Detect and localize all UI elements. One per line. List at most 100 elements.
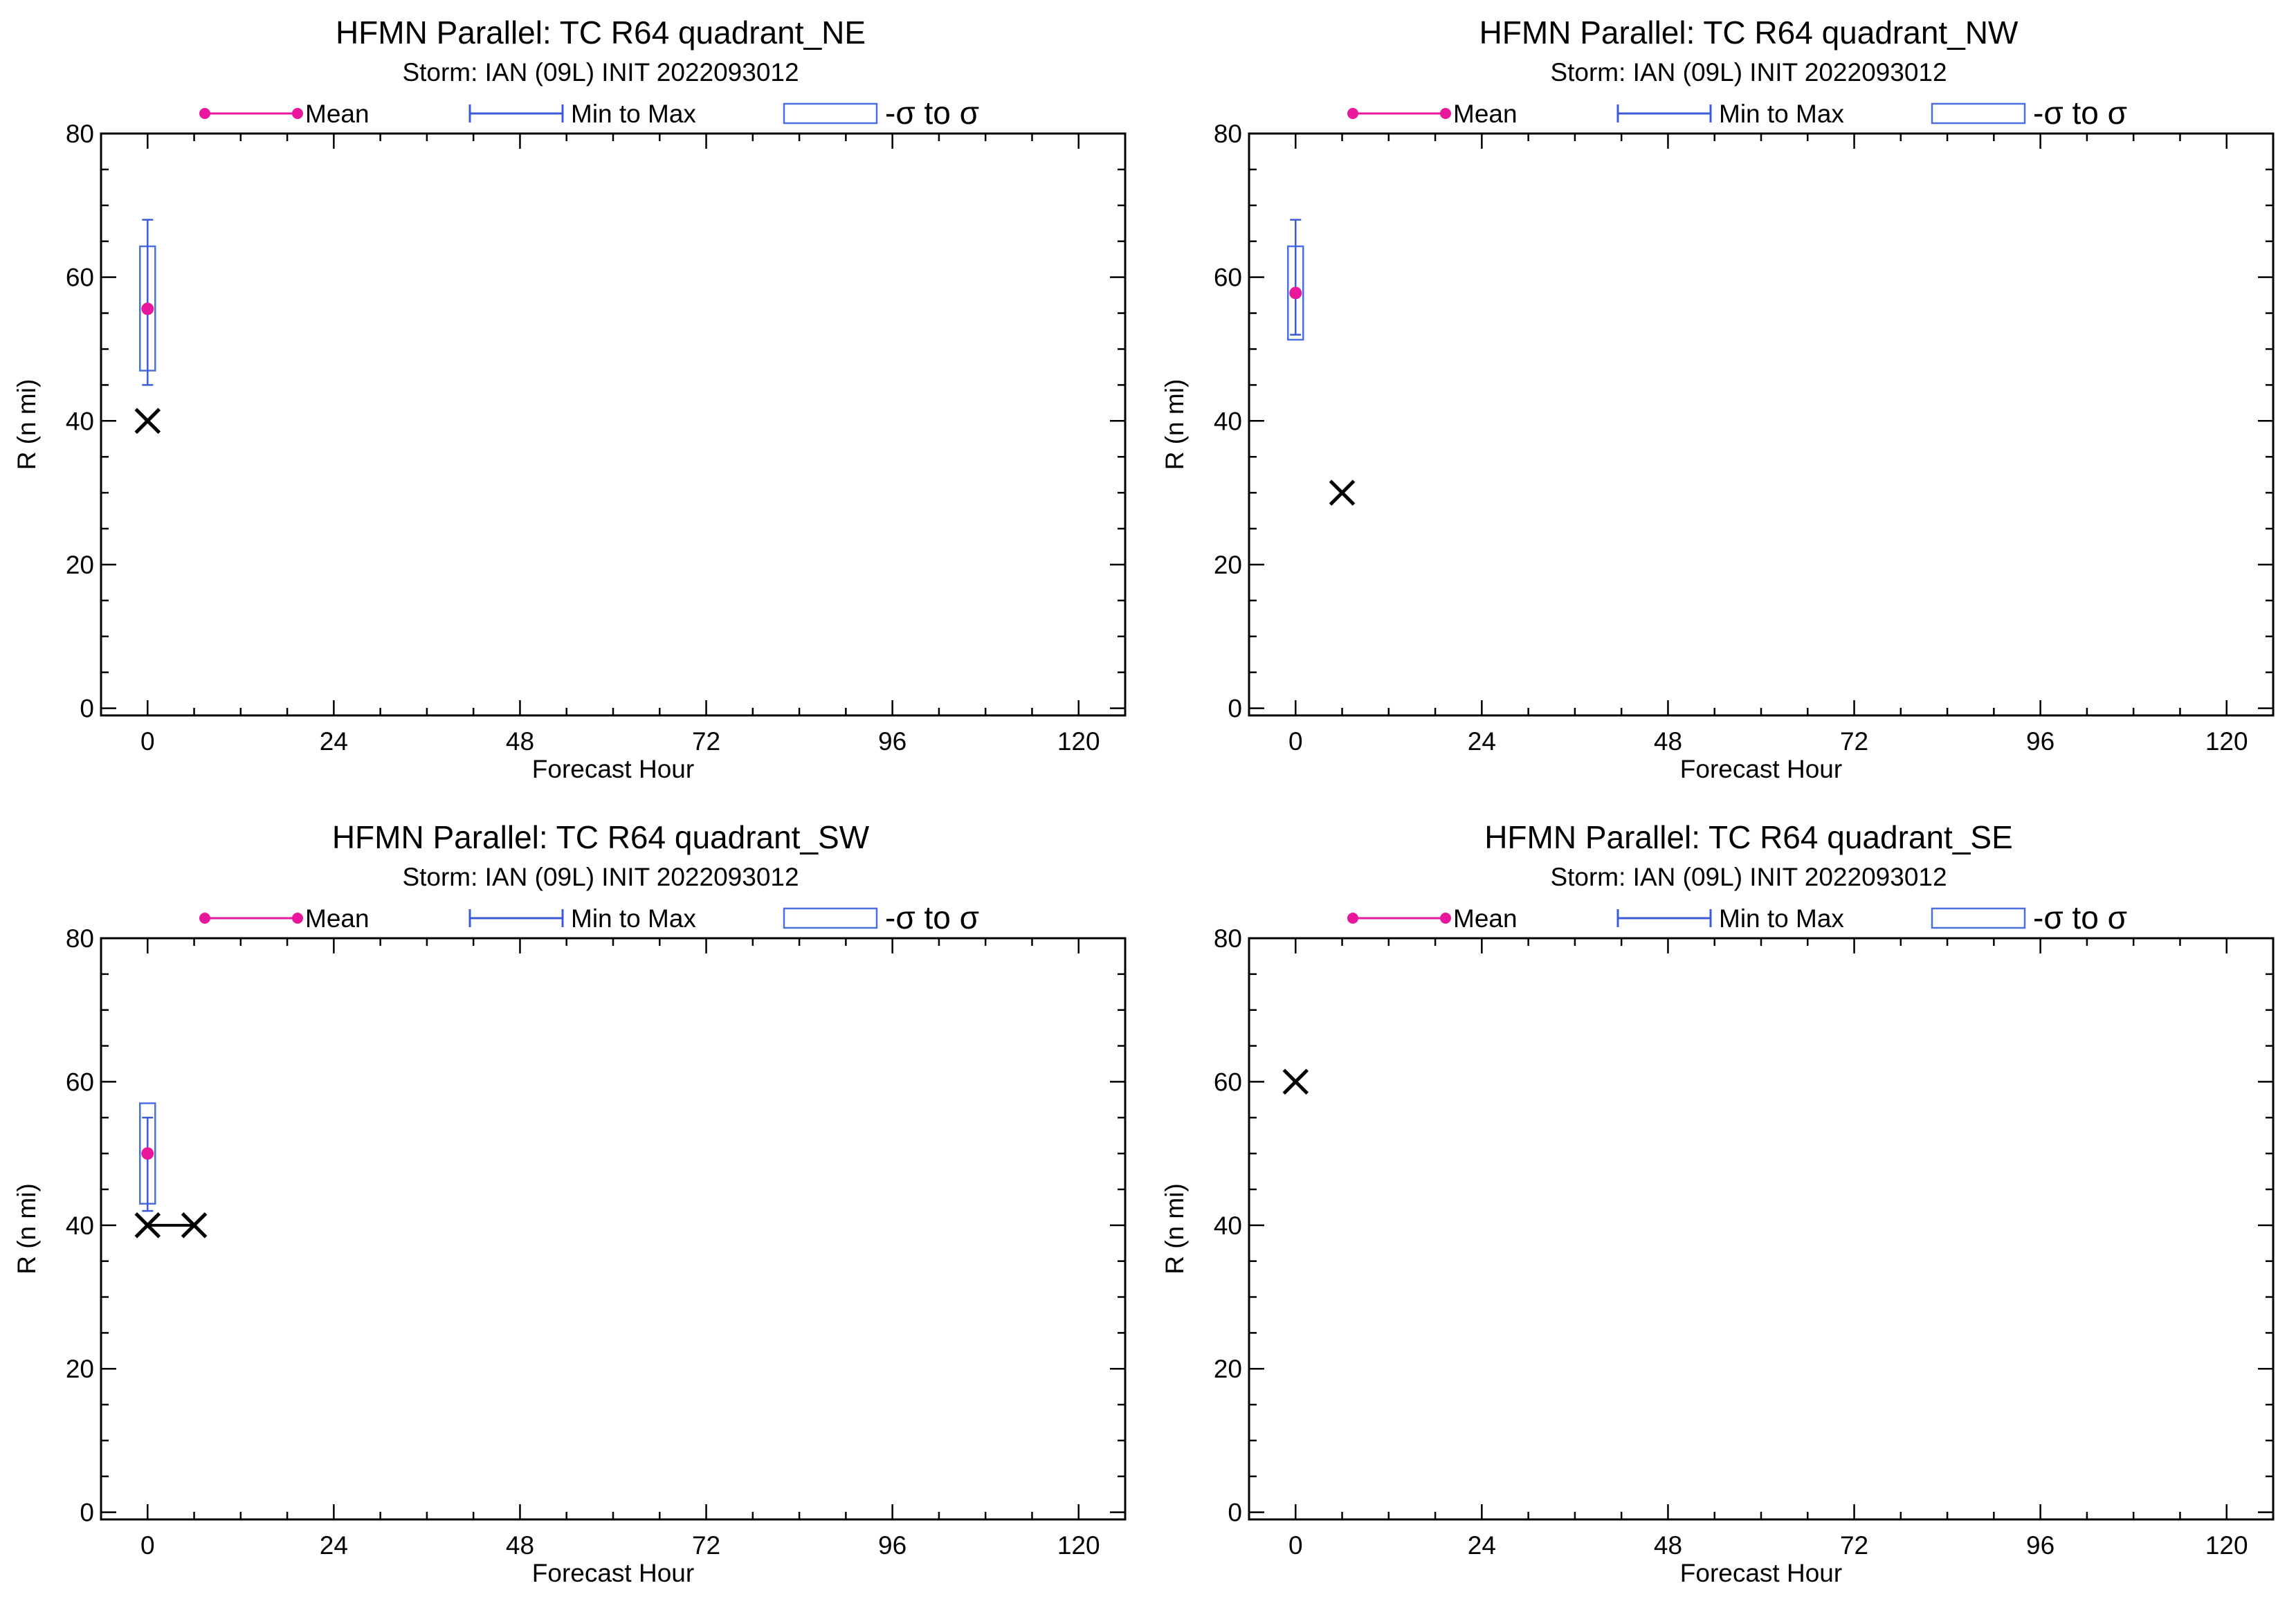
y-axis-label: R (n mi) [12, 1183, 41, 1274]
legend-mean-label: Mean [305, 904, 370, 933]
x-tick-label: 24 [320, 1531, 348, 1560]
y-tick-label: 40 [1214, 407, 1242, 435]
plot-frame [1248, 937, 2275, 1521]
y-axis-label: R (n mi) [12, 379, 41, 470]
plot-frame [100, 132, 1127, 717]
legend-mean-dot [1347, 108, 1358, 119]
y-tick-label: 80 [1214, 120, 1242, 148]
legend-sigma-box [1931, 102, 2026, 125]
x-tick-label: 72 [1840, 1531, 1868, 1560]
x-tick-label: 72 [692, 727, 720, 756]
x-axis-label: Forecast Hour [532, 755, 694, 783]
x-tick-label: 48 [1654, 1531, 1682, 1560]
mean-point [141, 1147, 154, 1160]
mean-point [1289, 286, 1302, 300]
x-tick-label: 48 [1654, 727, 1682, 756]
x-tick-label: 120 [1057, 1531, 1100, 1560]
legend-mean-dot [1440, 108, 1451, 119]
x-tick-label: 0 [1288, 1531, 1303, 1560]
plot-frame [1248, 132, 2275, 717]
x-tick-label: 96 [878, 1531, 906, 1560]
y-tick-label: 40 [66, 1212, 94, 1240]
x-tick-label: 96 [878, 727, 906, 756]
legend-mean-dot [1347, 913, 1358, 924]
legend-mean-dot [199, 913, 210, 924]
y-tick-label: 60 [66, 264, 94, 292]
y-tick-label: 0 [1228, 1499, 1242, 1527]
chart-subtitle: Storm: IAN (09L) INIT 2022093012 [1550, 863, 1947, 891]
legend-minmax-label: Min to Max [1719, 100, 1844, 128]
legend-mean-dot [292, 913, 303, 924]
x-tick-label: 0 [140, 727, 155, 756]
y-tick-label: 0 [80, 1499, 94, 1527]
chart-subtitle: Storm: IAN (09L) INIT 2022093012 [402, 863, 799, 891]
chart-subtitle: Storm: IAN (09L) INIT 2022093012 [1550, 58, 1947, 86]
y-tick-label: 60 [66, 1068, 94, 1096]
legend-sigma-label: -σ to σ [2033, 95, 2127, 131]
legend-sigma-box [783, 907, 878, 929]
x-tick-label: 72 [1840, 727, 1868, 756]
observed-x-marker [1282, 1068, 1309, 1095]
observed-x-stroke [134, 408, 161, 435]
legend: Mean Min to Max -σ to σ [1347, 899, 2127, 935]
chart-title: HFMN Parallel: TC R64 quadrant_NW [1479, 15, 2019, 51]
x-tick-label: 120 [2205, 1531, 2248, 1560]
mean-point [141, 302, 154, 316]
y-tick-label: 60 [1214, 1068, 1242, 1096]
y-tick-label: 0 [1228, 695, 1242, 723]
x-tick-label: 96 [2026, 727, 2054, 756]
x-axis-label: Forecast Hour [1680, 1559, 1842, 1587]
observed-x-marker [134, 1212, 161, 1239]
plot-frame [100, 937, 1127, 1521]
legend: Mean Min to Max -σ to σ [199, 95, 979, 131]
legend-mean-dot [292, 108, 303, 119]
legend-minmax-label: Min to Max [1719, 904, 1844, 933]
legend-mean-label: Mean [1453, 904, 1518, 933]
chart-panel-2: HFMN Parallel: TC R64 quadrant_SW Storm: … [12, 819, 1127, 1587]
y-tick-label: 20 [66, 551, 94, 579]
y-tick-label: 80 [66, 924, 94, 953]
legend-mean-label: Mean [305, 100, 370, 128]
x-tick-label: 24 [1468, 1531, 1496, 1560]
x-axis-label: Forecast Hour [1680, 755, 1842, 783]
x-tick-label: 120 [2205, 727, 2248, 756]
y-axis-label: R (n mi) [1160, 1183, 1189, 1274]
legend-sigma-label: -σ to σ [885, 95, 979, 131]
legend-sigma-label: -σ to σ [885, 899, 979, 935]
x-tick-label: 48 [506, 1531, 534, 1560]
legend-sigma-label: -σ to σ [2033, 899, 2127, 935]
observed-x-marker [134, 408, 161, 435]
y-axis-label: R (n mi) [1160, 379, 1189, 470]
observed-x-marker [181, 1212, 208, 1239]
y-tick-label: 40 [66, 407, 94, 435]
legend-sigma-box [783, 102, 878, 125]
x-tick-label: 24 [320, 727, 348, 756]
x-tick-label: 48 [506, 727, 534, 756]
x-tick-label: 24 [1468, 727, 1496, 756]
y-tick-label: 20 [1214, 1355, 1242, 1383]
observed-x-stroke [1282, 1068, 1309, 1095]
x-tick-label: 120 [1057, 727, 1100, 756]
observed-x-stroke [134, 1212, 161, 1239]
y-tick-label: 40 [1214, 1212, 1242, 1240]
y-tick-label: 80 [1214, 924, 1242, 953]
legend-mean-dot [1440, 913, 1451, 924]
chart-panel-0: HFMN Parallel: TC R64 quadrant_NE Storm: … [12, 15, 1127, 783]
legend-minmax-label: Min to Max [571, 904, 696, 933]
y-tick-label: 80 [66, 120, 94, 148]
legend: Mean Min to Max -σ to σ [199, 899, 979, 935]
y-tick-label: 0 [80, 695, 94, 723]
legend: Mean Min to Max -σ to σ [1347, 95, 2127, 131]
observed-x-marker [1329, 479, 1356, 506]
chart-panel-1: HFMN Parallel: TC R64 quadrant_NW Storm: … [1160, 15, 2275, 783]
chart-title: HFMN Parallel: TC R64 quadrant_SW [332, 819, 870, 855]
observed-x-stroke [1329, 479, 1356, 506]
y-tick-label: 60 [1214, 264, 1242, 292]
y-tick-label: 20 [1214, 551, 1242, 579]
legend-minmax-label: Min to Max [571, 100, 696, 128]
x-tick-label: 0 [140, 1531, 155, 1560]
legend-mean-label: Mean [1453, 100, 1518, 128]
chart-title: HFMN Parallel: TC R64 quadrant_SE [1484, 819, 2013, 855]
legend-sigma-box [1931, 907, 2026, 929]
